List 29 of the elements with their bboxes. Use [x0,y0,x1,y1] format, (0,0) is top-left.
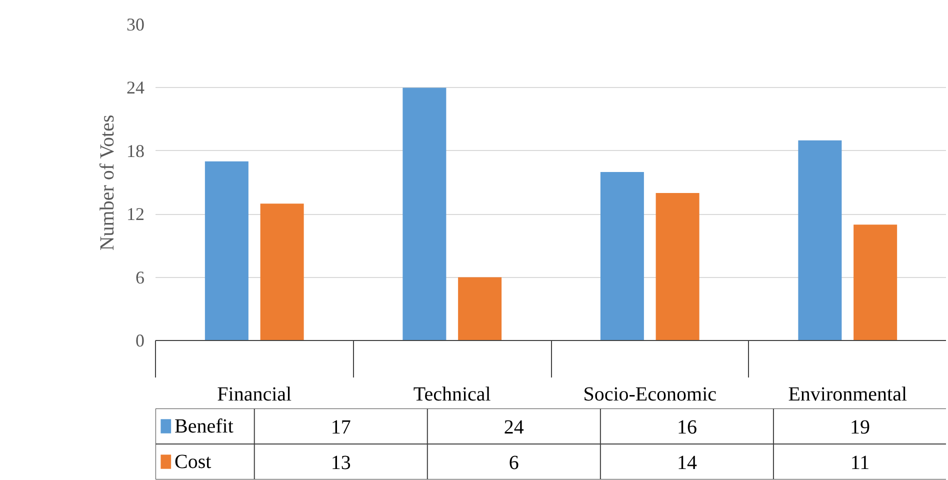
data-label: 17 [330,416,351,438]
bar [656,193,700,340]
y-tick-label: 12 [126,204,144,224]
data-label: 6 [508,452,519,474]
data-label: 24 [504,416,524,438]
bar [854,224,898,340]
data-label: 19 [850,416,870,438]
data-label: 11 [850,452,870,474]
bar [600,172,644,340]
bar [260,204,304,340]
bar [402,88,446,340]
bar [204,161,248,340]
data-label: 14 [676,452,697,474]
y-tick-label: 30 [126,14,144,34]
legend-label: Cost [174,450,212,473]
y-axis-title: Number of Votes [96,114,118,251]
x-tick-label: Financial [217,384,292,406]
y-tick-label: 24 [126,78,144,98]
y-tick-label: 6 [136,267,144,288]
y-tick-label: 18 [126,140,144,161]
legend-label: Benefit [174,415,234,438]
x-tick-label: Environmental [788,384,908,406]
bar [458,277,502,340]
data-label: 13 [330,452,351,474]
x-tick-label: Socio-Economic [583,384,717,406]
bar [798,140,842,340]
y-tick-label: 0 [136,330,144,350]
x-tick-label: Technical [413,384,492,406]
data-label: 16 [676,416,697,438]
